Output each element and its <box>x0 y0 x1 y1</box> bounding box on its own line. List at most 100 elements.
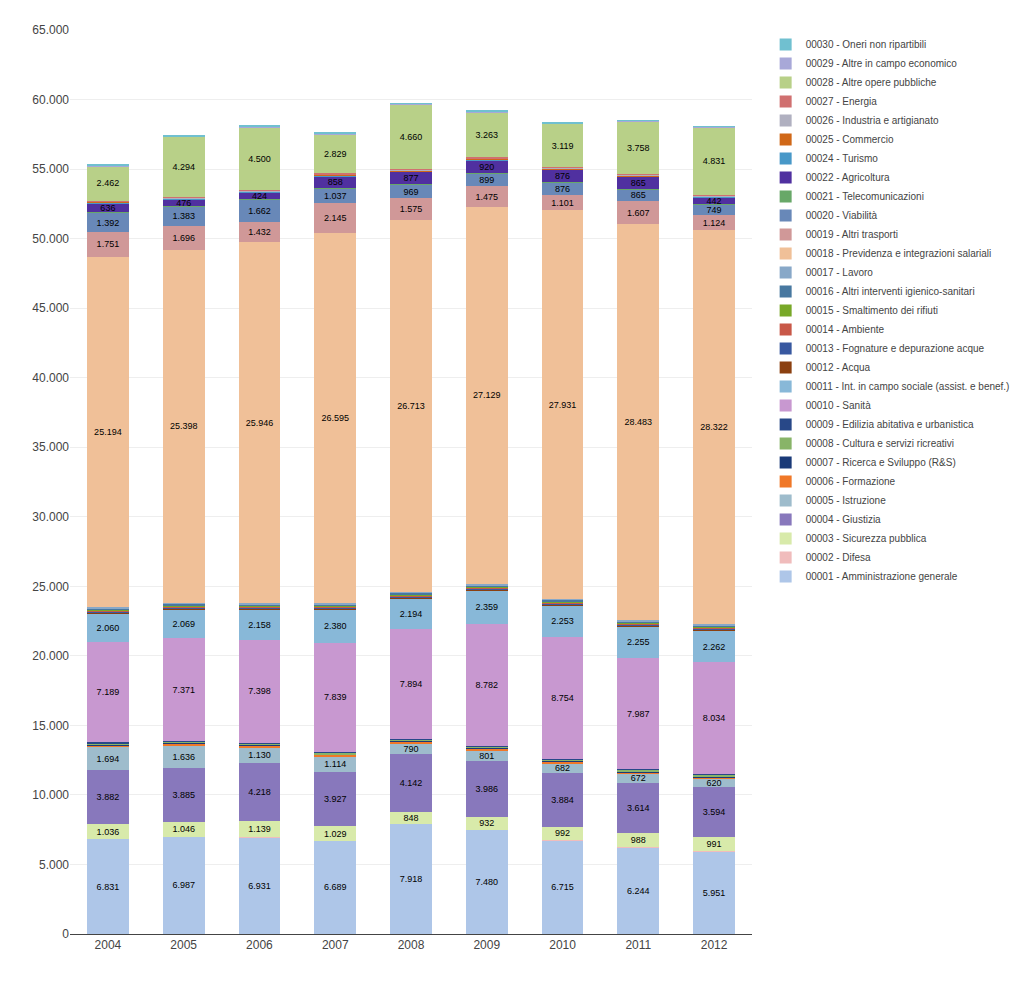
svg-text:50.000: 50.000 <box>32 232 69 246</box>
svg-text:28.322: 28.322 <box>700 422 728 432</box>
svg-text:00006 - Formazione: 00006 - Formazione <box>806 476 896 487</box>
svg-text:2008: 2008 <box>398 938 425 952</box>
svg-text:25.194: 25.194 <box>94 427 122 437</box>
svg-text:26.713: 26.713 <box>397 401 425 411</box>
svg-text:2012: 2012 <box>701 938 728 952</box>
svg-text:6.831: 6.831 <box>97 882 120 892</box>
svg-text:2.462: 2.462 <box>97 178 120 188</box>
svg-text:7.480: 7.480 <box>476 877 499 887</box>
svg-text:28.483: 28.483 <box>625 417 653 427</box>
svg-text:00017 - Lavoro: 00017 - Lavoro <box>806 267 874 278</box>
svg-text:7.839: 7.839 <box>324 692 347 702</box>
svg-text:00001 - Amministrazione genera: 00001 - Amministrazione generale <box>806 571 958 582</box>
svg-text:6.931: 6.931 <box>248 881 271 891</box>
svg-text:672: 672 <box>631 773 646 783</box>
svg-text:991: 991 <box>707 839 722 849</box>
svg-text:3.884: 3.884 <box>551 795 574 805</box>
svg-text:20.000: 20.000 <box>32 649 69 663</box>
svg-text:1.392: 1.392 <box>97 218 120 228</box>
svg-text:877: 877 <box>403 173 418 183</box>
svg-text:1.029: 1.029 <box>324 829 347 839</box>
svg-text:00013 - Fognature e depurazion: 00013 - Fognature e depurazione acque <box>806 343 985 354</box>
svg-text:2.380: 2.380 <box>324 621 347 631</box>
svg-text:6.244: 6.244 <box>627 886 650 896</box>
svg-text:1.636: 1.636 <box>172 752 195 762</box>
svg-text:1.696: 1.696 <box>172 233 195 243</box>
svg-text:2005: 2005 <box>170 938 197 952</box>
svg-text:8.782: 8.782 <box>476 680 499 690</box>
svg-text:7.371: 7.371 <box>172 685 195 695</box>
svg-text:10.000: 10.000 <box>32 788 69 802</box>
svg-text:00010 - Sanità: 00010 - Sanità <box>806 400 871 411</box>
svg-text:899: 899 <box>479 175 494 185</box>
svg-text:2.262: 2.262 <box>703 642 726 652</box>
svg-text:1.607: 1.607 <box>627 208 650 218</box>
svg-text:00008 - Cultura e servizi ricr: 00008 - Cultura e servizi ricreativi <box>806 438 954 449</box>
svg-text:1.383: 1.383 <box>172 211 195 221</box>
svg-text:424: 424 <box>252 191 267 201</box>
svg-text:3.882: 3.882 <box>97 792 120 802</box>
svg-text:2.359: 2.359 <box>476 602 499 612</box>
svg-text:988: 988 <box>631 835 646 845</box>
svg-text:1.432: 1.432 <box>248 227 271 237</box>
svg-text:45.000: 45.000 <box>32 301 69 315</box>
svg-text:7.398: 7.398 <box>248 686 271 696</box>
svg-text:1.662: 1.662 <box>248 206 271 216</box>
svg-text:865: 865 <box>631 178 646 188</box>
svg-text:00027 - Energia: 00027 - Energia <box>806 96 878 107</box>
svg-text:00005 - Istruzione: 00005 - Istruzione <box>806 495 886 506</box>
svg-text:3.758: 3.758 <box>627 143 650 153</box>
svg-text:1.124: 1.124 <box>703 218 726 228</box>
svg-text:848: 848 <box>403 813 418 823</box>
svg-text:2004: 2004 <box>95 938 122 952</box>
svg-text:636: 636 <box>100 203 115 213</box>
svg-text:27.931: 27.931 <box>549 400 577 410</box>
svg-text:35.000: 35.000 <box>32 440 69 454</box>
svg-text:2.255: 2.255 <box>627 637 650 647</box>
svg-text:3.263: 3.263 <box>476 130 499 140</box>
svg-text:00022 - Agricoltura: 00022 - Agricoltura <box>806 172 890 183</box>
svg-text:2007: 2007 <box>322 938 349 952</box>
svg-text:865: 865 <box>631 190 646 200</box>
svg-text:801: 801 <box>479 751 494 761</box>
svg-text:00002 - Difesa: 00002 - Difesa <box>806 552 871 563</box>
svg-text:00018 - Previdenza e integrazi: 00018 - Previdenza e integrazioni salari… <box>806 248 992 259</box>
svg-text:00012 - Acqua: 00012 - Acqua <box>806 362 871 373</box>
svg-text:8.754: 8.754 <box>551 693 574 703</box>
svg-text:7.894: 7.894 <box>400 679 423 689</box>
svg-text:00014 - Ambiente: 00014 - Ambiente <box>806 324 885 335</box>
svg-text:5.000: 5.000 <box>39 858 69 872</box>
svg-text:1.036: 1.036 <box>97 827 120 837</box>
svg-text:1.139: 1.139 <box>248 824 271 834</box>
svg-text:3.614: 3.614 <box>627 803 650 813</box>
svg-text:4.218: 4.218 <box>248 787 271 797</box>
svg-text:969: 969 <box>403 187 418 197</box>
svg-text:4.142: 4.142 <box>400 778 423 788</box>
svg-text:2011: 2011 <box>625 938 651 952</box>
svg-text:7.987: 7.987 <box>627 709 650 719</box>
svg-text:4.294: 4.294 <box>172 162 195 172</box>
svg-text:1.751: 1.751 <box>97 239 120 249</box>
svg-text:00016 - Altri interventi igien: 00016 - Altri interventi igienico-sanita… <box>806 286 975 297</box>
svg-text:2.829: 2.829 <box>324 149 347 159</box>
svg-text:8.034: 8.034 <box>703 713 726 723</box>
svg-text:0: 0 <box>62 927 69 941</box>
svg-text:920: 920 <box>479 162 494 172</box>
svg-text:00026 - Industria e artigianat: 00026 - Industria e artigianato <box>806 115 939 126</box>
svg-text:25.946: 25.946 <box>246 418 274 428</box>
svg-text:1.037: 1.037 <box>324 191 347 201</box>
svg-text:30.000: 30.000 <box>32 510 69 524</box>
svg-text:6.987: 6.987 <box>172 880 195 890</box>
svg-text:00004 - Giustizia: 00004 - Giustizia <box>806 514 881 525</box>
svg-text:1.114: 1.114 <box>324 759 346 769</box>
svg-text:00024 - Turismo: 00024 - Turismo <box>806 153 879 164</box>
svg-text:00009 - Edilizia abitativa e u: 00009 - Edilizia abitativa e urbanistica <box>806 419 974 430</box>
svg-text:3.927: 3.927 <box>324 794 347 804</box>
svg-text:476: 476 <box>176 198 191 208</box>
svg-text:26.595: 26.595 <box>321 413 349 423</box>
svg-text:25.398: 25.398 <box>170 421 198 431</box>
svg-text:790: 790 <box>403 744 418 754</box>
svg-text:55.000: 55.000 <box>32 162 69 176</box>
svg-text:1.575: 1.575 <box>400 204 423 214</box>
svg-text:2.060: 2.060 <box>97 623 120 633</box>
